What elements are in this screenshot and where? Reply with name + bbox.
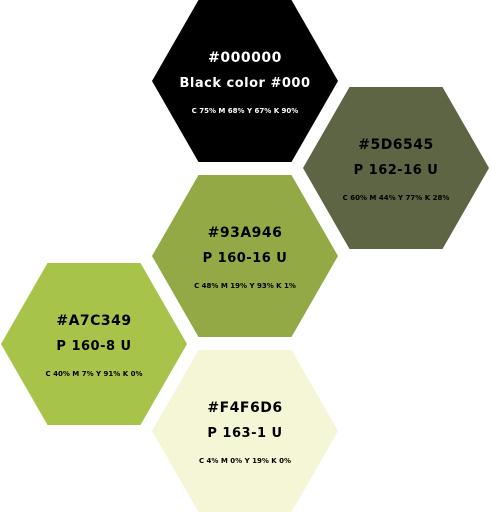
swatch-cmyk: C 4% M 0% Y 19% K 0% (198, 457, 292, 465)
swatch-hex-code: #000000 (208, 50, 282, 66)
swatch-text-group: #000000 Black color #000 C 75% M 68% Y 6… (179, 51, 310, 115)
swatch-name: P 163-1 U (207, 426, 283, 441)
swatch-hexagon-f4f6d6: #F4F6D6 P 163-1 U C 4% M 0% Y 19% K 0% (152, 350, 338, 512)
swatch-hex-code: #5D6545 (358, 137, 434, 153)
swatch-hex-code: #F4F6D6 (207, 400, 283, 416)
swatch-name: P 162-16 U (353, 163, 439, 178)
swatch-cmyk: C 40% M 7% Y 91% K 0% (45, 370, 143, 378)
swatch-name: P 160-16 U (202, 251, 288, 266)
swatch-hexagon-93a946: #93A946 P 160-16 U C 48% M 19% Y 93% K 1… (152, 175, 338, 337)
swatch-hexagon-black: #000000 Black color #000 C 75% M 68% Y 6… (152, 0, 338, 162)
swatch-text-group: #5D6545 P 162-16 U C 60% M 44% Y 77% K 2… (343, 138, 450, 202)
swatch-hex-code: #A7C349 (56, 313, 132, 329)
swatch-cmyk: C 48% M 19% Y 93% K 1% (194, 282, 296, 290)
swatch-text-group: #93A946 P 160-16 U C 48% M 19% Y 93% K 1… (194, 226, 296, 290)
swatch-name: P 160-8 U (56, 339, 132, 354)
swatch-text-group: #A7C349 P 160-8 U C 40% M 7% Y 91% K 0% (46, 314, 143, 378)
swatch-cmyk: C 75% M 68% Y 67% K 90% (191, 107, 299, 115)
swatch-hexagon-a7c349: #A7C349 P 160-8 U C 40% M 7% Y 91% K 0% (1, 263, 187, 425)
swatch-hex-code: #93A946 (207, 225, 283, 241)
swatch-name: Black color #000 (179, 76, 311, 91)
swatch-hexagon-5d6545: #5D6545 P 162-16 U C 60% M 44% Y 77% K 2… (303, 87, 489, 249)
swatch-text-group: #F4F6D6 P 163-1 U C 4% M 0% Y 19% K 0% (199, 401, 291, 465)
swatch-cmyk: C 60% M 44% Y 77% K 28% (342, 194, 450, 202)
